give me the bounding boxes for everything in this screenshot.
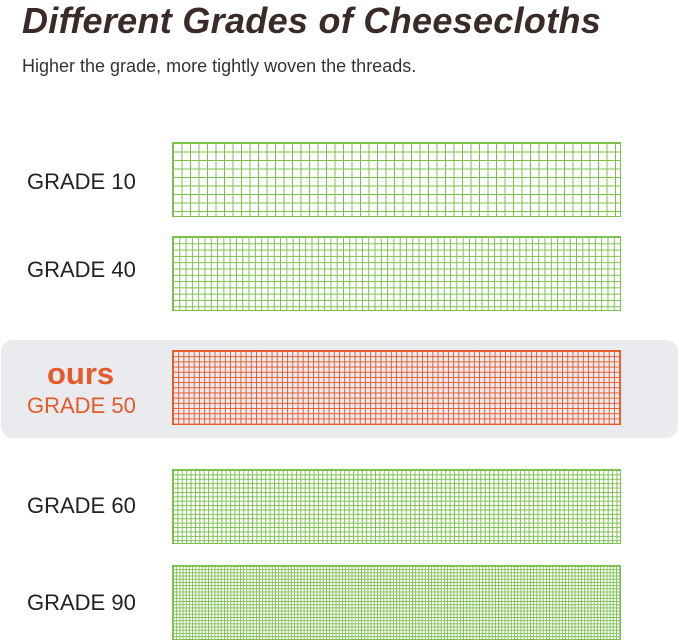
grade-50-label: GRADE 50 — [27, 393, 136, 418]
ours-badge: ours — [47, 356, 115, 391]
grade-50-mesh — [172, 350, 621, 425]
grade-90-mesh — [172, 565, 621, 640]
grade-10-mesh — [172, 142, 621, 217]
grade-60-mesh — [172, 469, 621, 544]
grade-10-label: GRADE 10 — [27, 169, 136, 194]
page-subtitle: Higher the grade, more tightly woven the… — [22, 56, 417, 76]
grade-90-label: GRADE 90 — [27, 590, 136, 615]
page-title: Different Grades of Cheesecloths — [22, 0, 602, 41]
grade-40-mesh — [172, 236, 621, 311]
grade-40-label: GRADE 40 — [27, 257, 136, 282]
grade-60-label: GRADE 60 — [27, 493, 136, 518]
